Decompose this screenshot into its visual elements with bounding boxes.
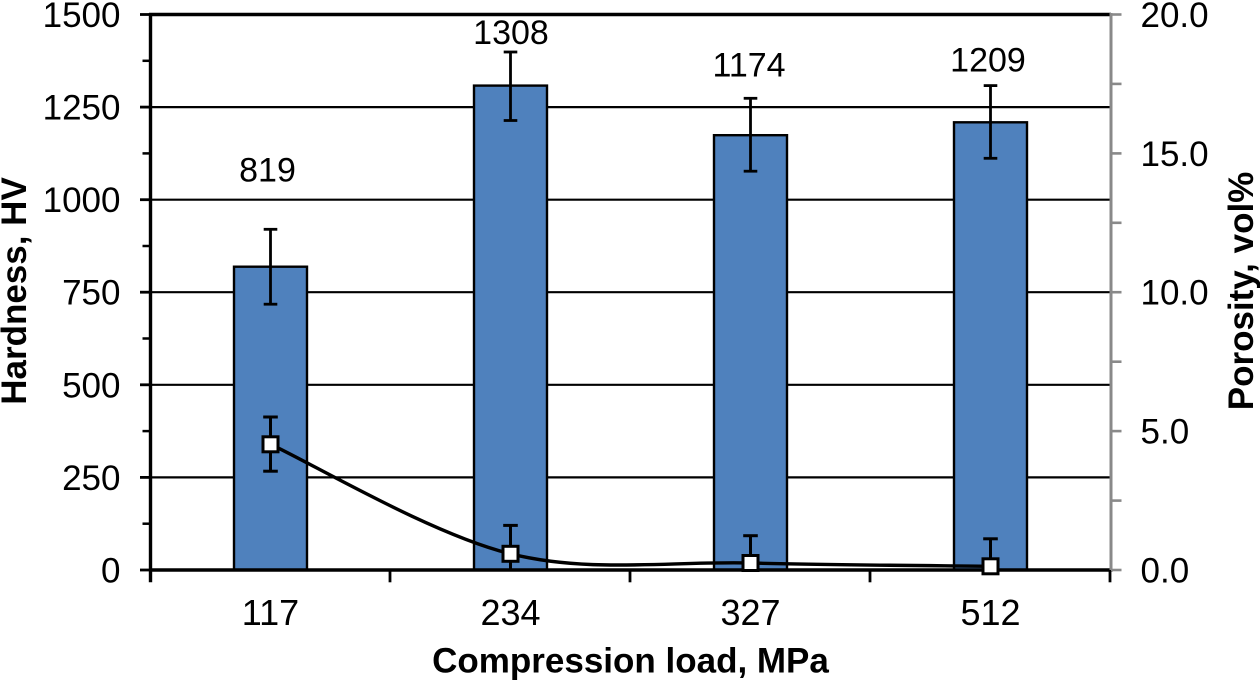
svg-text:1500: 1500: [43, 0, 121, 35]
svg-text:0.0: 0.0: [1141, 552, 1190, 591]
svg-text:250: 250: [62, 459, 120, 498]
svg-text:512: 512: [960, 592, 1020, 633]
svg-text:327: 327: [720, 592, 780, 633]
svg-text:1209: 1209: [950, 42, 1026, 80]
svg-text:1308: 1308: [473, 14, 549, 52]
svg-text:Compression load, MPa: Compression load, MPa: [432, 642, 829, 681]
svg-text:234: 234: [480, 592, 540, 633]
svg-text:117: 117: [242, 592, 299, 633]
svg-text:0: 0: [101, 552, 120, 591]
svg-text:819: 819: [239, 152, 296, 190]
svg-text:750: 750: [62, 274, 120, 313]
svg-text:15.0: 15.0: [1141, 135, 1209, 174]
svg-text:20.0: 20.0: [1141, 0, 1209, 35]
svg-text:1250: 1250: [43, 89, 121, 128]
svg-text:1174: 1174: [712, 47, 785, 85]
svg-text:500: 500: [62, 366, 120, 405]
svg-text:Hardness, HV: Hardness, HV: [0, 177, 34, 405]
svg-text:Porosity, vol%: Porosity, vol%: [1222, 172, 1260, 411]
svg-text:10.0: 10.0: [1141, 274, 1209, 313]
svg-text:1000: 1000: [43, 181, 121, 220]
svg-text:5.0: 5.0: [1141, 413, 1190, 452]
